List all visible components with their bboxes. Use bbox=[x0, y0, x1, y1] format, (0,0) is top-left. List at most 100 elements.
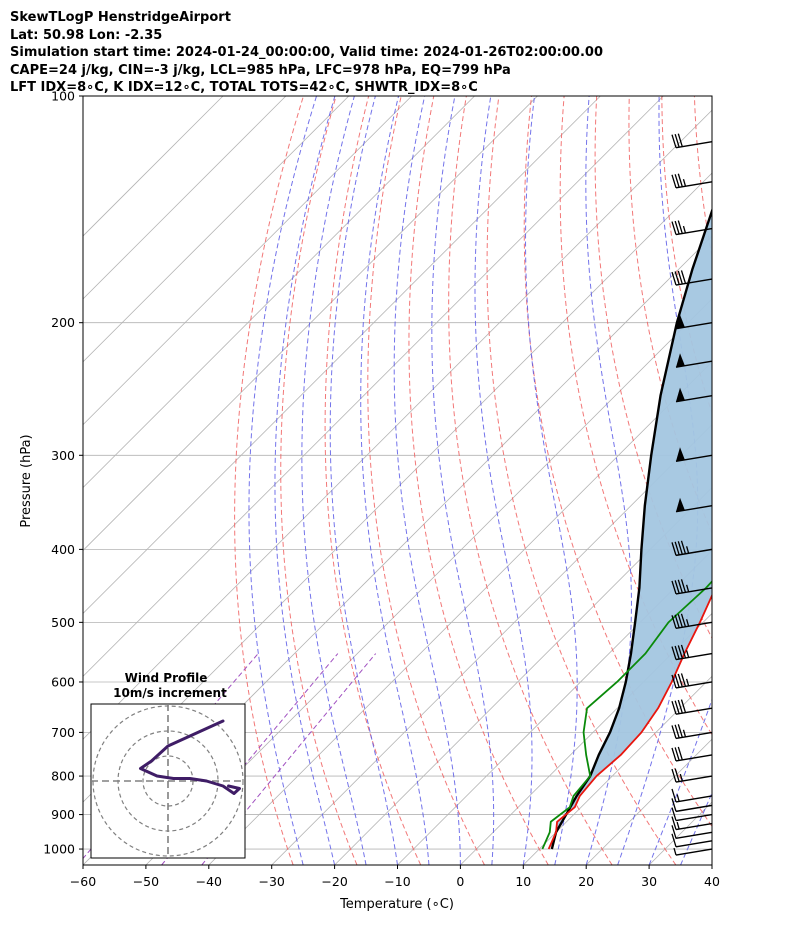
wind-barb bbox=[675, 497, 713, 513]
wind-barb-feather bbox=[680, 579, 687, 593]
wind-barb-feather bbox=[677, 133, 683, 147]
skewt-series bbox=[541, 207, 712, 850]
x-tick-label: −20 bbox=[321, 874, 347, 889]
wind-barb-flag bbox=[676, 497, 685, 512]
wind-barb bbox=[671, 173, 713, 189]
dry-adiabat-line bbox=[661, 96, 712, 415]
x-tick-label: −10 bbox=[384, 874, 410, 889]
wind-barb bbox=[675, 314, 713, 330]
wind-barb-flag bbox=[676, 387, 685, 402]
moist-adiabat-line bbox=[248, 96, 318, 865]
wind-barb-feather bbox=[674, 700, 680, 714]
wind-barb-feather bbox=[671, 174, 677, 188]
wind-barb-feather bbox=[674, 541, 680, 556]
wind-barb-shaft bbox=[675, 804, 713, 813]
wind-barb-feather bbox=[677, 541, 683, 555]
isotherm-line bbox=[83, 96, 224, 237]
wind-barb-feather bbox=[674, 747, 680, 761]
wind-barb-feather bbox=[680, 644, 687, 659]
x-tick-label: 0 bbox=[456, 874, 464, 889]
isotherm-line bbox=[83, 96, 475, 489]
wind-barb-feather bbox=[671, 580, 677, 595]
wind-barb bbox=[671, 540, 713, 557]
moist-adiabat-line bbox=[360, 96, 430, 865]
y-tick-label: 300 bbox=[51, 448, 75, 463]
wind-barb-half-feather bbox=[676, 794, 680, 802]
wind-barb-shaft bbox=[675, 848, 713, 856]
y-tick-label: 500 bbox=[51, 615, 75, 630]
wind-barb bbox=[675, 387, 713, 403]
chart-title-block: SkewTLogP HenstridgeAirport Lat: 50.98 L… bbox=[10, 9, 603, 97]
dry-adiabat-line bbox=[324, 96, 422, 865]
wind-barbs bbox=[671, 133, 713, 856]
wind-barb-half-feather bbox=[685, 584, 690, 592]
y-tick-label: 400 bbox=[51, 542, 75, 557]
isotherm-line bbox=[271, 424, 712, 865]
y-tick-label: 1000 bbox=[43, 842, 75, 857]
wind-barb bbox=[671, 220, 713, 236]
wind-barb-feather bbox=[674, 614, 680, 629]
wind-barb-feather bbox=[674, 271, 680, 285]
moist-adiabat-line bbox=[393, 96, 461, 865]
wind-barb-feather bbox=[680, 613, 687, 627]
wind-barb-feather bbox=[677, 699, 683, 714]
x-tick-label: 30 bbox=[641, 874, 657, 889]
moist-adiabat-line bbox=[680, 791, 712, 865]
moist-adiabat-line bbox=[274, 96, 336, 865]
isotherm-line bbox=[775, 96, 794, 865]
wind-barb-feather bbox=[671, 798, 677, 812]
wind-barb-feather bbox=[674, 645, 680, 660]
x-tick-label: −40 bbox=[196, 874, 222, 889]
wind-barb-feather bbox=[674, 768, 680, 782]
wind-barb-feather bbox=[677, 645, 683, 659]
y-tick-label: 200 bbox=[51, 315, 75, 330]
dewpoint-line bbox=[541, 580, 712, 850]
wind-barb-feather bbox=[671, 615, 677, 629]
isotherm-line bbox=[83, 96, 601, 614]
wind-barb bbox=[671, 825, 713, 839]
wind-profile-inset: Wind Profile 10m/s increment bbox=[90, 671, 246, 859]
wind-barb-shaft bbox=[675, 454, 713, 462]
cape-region bbox=[550, 210, 712, 845]
wind-barb-feather bbox=[671, 646, 677, 660]
wind-barb-half-feather bbox=[685, 619, 690, 627]
x-tick-label: −30 bbox=[259, 874, 285, 889]
wind-barb bbox=[671, 746, 713, 762]
y-tick-label: 100 bbox=[51, 89, 75, 104]
x-tick-label: 40 bbox=[704, 874, 720, 889]
chart-title: SkewTLogP HenstridgeAirport bbox=[10, 10, 231, 25]
dry-adiabat-line bbox=[760, 96, 794, 865]
wind-barb-half-feather bbox=[685, 678, 690, 687]
wind-barb-feather bbox=[671, 788, 677, 803]
wind-barb bbox=[671, 724, 713, 740]
wind-barb bbox=[671, 270, 713, 286]
wind-barb-feather bbox=[677, 724, 683, 738]
wind-barb-half-feather bbox=[682, 729, 687, 737]
inset-title: Wind Profile bbox=[125, 671, 208, 685]
wind-barb bbox=[671, 768, 713, 783]
wind-barb-feather bbox=[680, 699, 687, 713]
isotherm-line bbox=[83, 96, 287, 300]
moist-adiabat-line bbox=[474, 96, 533, 865]
wind-barb-feather bbox=[671, 816, 677, 830]
wind-barb bbox=[671, 579, 713, 595]
wind-barb-feather bbox=[671, 134, 677, 148]
wind-barb-shaft bbox=[675, 795, 713, 803]
wind-barb-feather bbox=[674, 174, 680, 188]
isotherm-line bbox=[397, 549, 712, 865]
moist-adiabat-line bbox=[329, 96, 398, 865]
wind-barb-feather bbox=[680, 540, 687, 554]
wind-barb-half-feather bbox=[685, 546, 690, 554]
isotherm-line bbox=[460, 612, 712, 865]
wind-barb-feather bbox=[671, 825, 677, 839]
wind-barb-feather bbox=[671, 725, 677, 739]
isotherm-line bbox=[83, 96, 412, 426]
isotherm-line bbox=[83, 96, 350, 363]
wind-barb-feather bbox=[671, 221, 677, 235]
wind-barb-half-feather bbox=[682, 225, 687, 234]
dry-adiabat-line bbox=[559, 96, 712, 736]
wind-barb bbox=[671, 644, 713, 661]
y-tick-label: 800 bbox=[51, 769, 75, 784]
wind-barb-feather bbox=[674, 220, 680, 235]
